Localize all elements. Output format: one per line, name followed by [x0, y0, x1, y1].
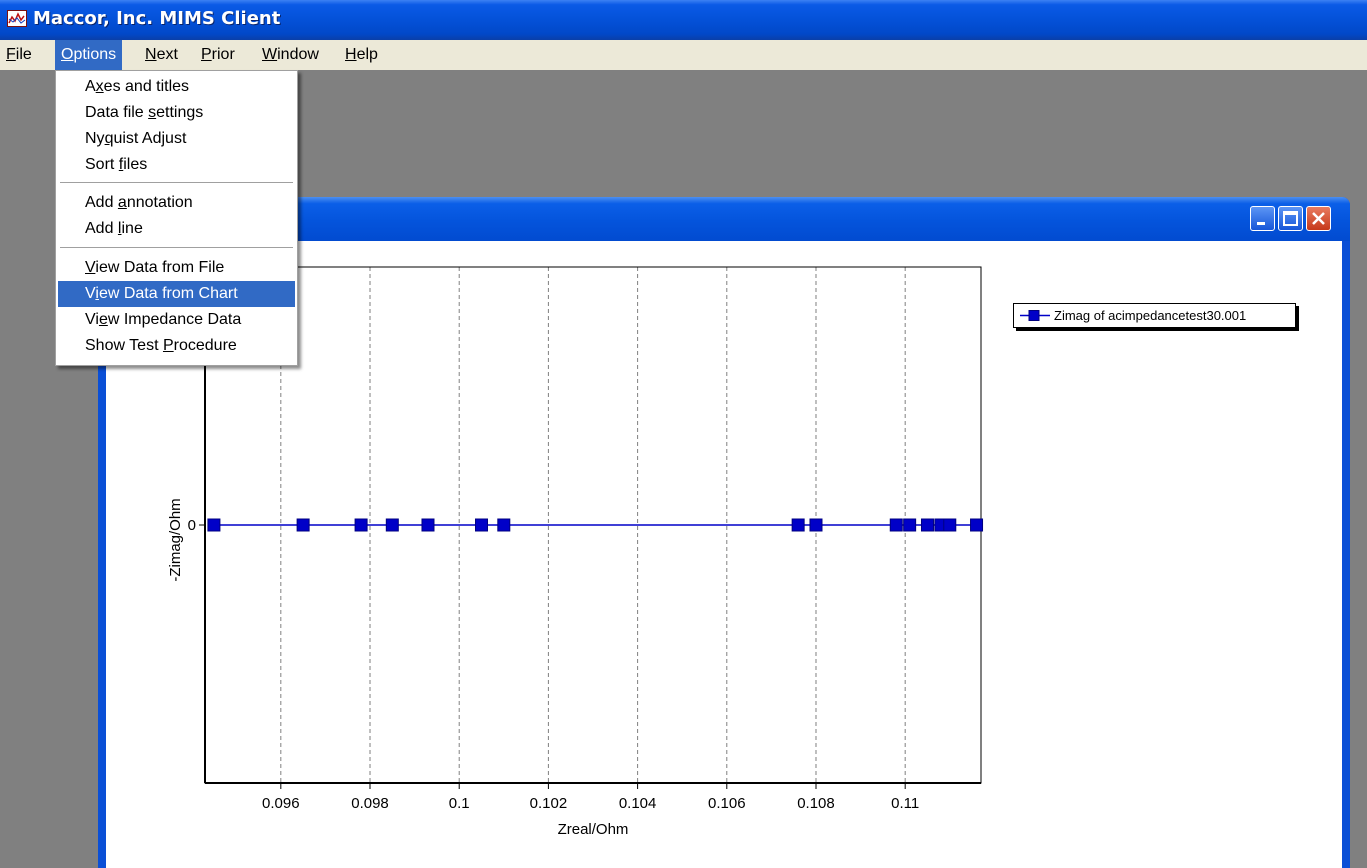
- menu-file[interactable]: File: [6, 46, 32, 63]
- legend-series-marker: [1020, 310, 1050, 321]
- maximize-icon: [1283, 211, 1298, 226]
- chart-window-titlebar[interactable]: rt: [98, 197, 1350, 241]
- menu-next[interactable]: Next: [145, 46, 178, 63]
- menu-item-nyquist-adjust[interactable]: Nyquist Adjust: [85, 130, 187, 147]
- close-button[interactable]: [1306, 206, 1331, 231]
- menu-bar: File Options Next Prior Window Help: [0, 40, 1367, 70]
- maximize-button[interactable]: [1278, 206, 1303, 231]
- close-icon: [1312, 212, 1325, 225]
- menu-item-axes-and-titles[interactable]: Axes and titles: [85, 78, 190, 95]
- menu-item-add-annotation[interactable]: Add annotation: [85, 194, 193, 211]
- menu-help[interactable]: Help: [345, 46, 378, 63]
- menu-prior[interactable]: Prior: [201, 46, 235, 63]
- minimize-button[interactable]: [1250, 206, 1275, 231]
- menu-item-view-data-from-chart[interactable]: View Data from Chart: [58, 281, 295, 307]
- app-titlebar: Maccor, Inc. MIMS Client: [0, 0, 1367, 40]
- app-title: Maccor, Inc. MIMS Client: [33, 8, 281, 29]
- minimize-icon: [1257, 222, 1265, 225]
- menu-item-sort-files[interactable]: Sort files: [85, 156, 148, 173]
- menu-options[interactable]: Options: [55, 40, 123, 70]
- menu-item-add-line[interactable]: Add line: [85, 220, 143, 237]
- menu-window[interactable]: Window: [262, 46, 319, 63]
- chart-legend[interactable]: Zimag of acimpedancetest30.001: [1013, 303, 1296, 328]
- menu-item-view-data-from-file[interactable]: View Data from File: [85, 259, 225, 276]
- menu-separator: [60, 247, 293, 248]
- menu-item-view-impedance-data[interactable]: View Impedance Data: [85, 311, 242, 328]
- legend-series-label: Zimag of acimpedancetest30.001: [1054, 308, 1247, 323]
- options-dropdown-menu: Axes and titles Data file settings Nyqui…: [55, 70, 298, 366]
- app-logo-icon[interactable]: [7, 10, 27, 27]
- menu-item-data-file-settings[interactable]: Data file settings: [85, 104, 204, 121]
- menu-separator: [60, 182, 293, 183]
- menu-item-show-test-procedure[interactable]: Show Test Procedure: [85, 337, 237, 354]
